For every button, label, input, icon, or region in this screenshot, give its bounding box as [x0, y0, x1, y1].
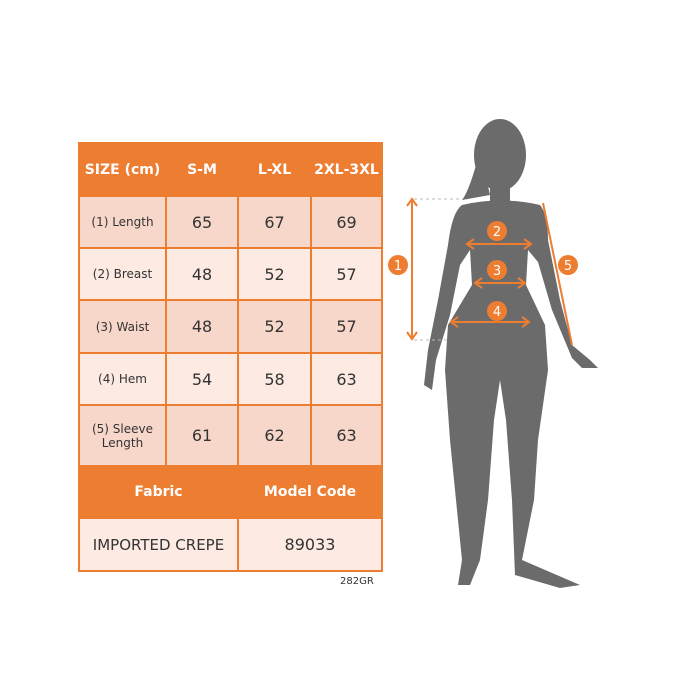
cell: 48: [165, 299, 239, 354]
cell: 57: [310, 247, 383, 301]
cell: 63: [310, 352, 383, 406]
measurement-markers: [388, 221, 578, 321]
marker-3: 3: [493, 264, 501, 279]
product-code: 282GR: [340, 576, 374, 587]
size-2xl-3xl: 2XL-3XL: [310, 142, 383, 197]
cell: 65: [165, 195, 239, 249]
size-l-xl: L-XL: [237, 142, 312, 197]
table-row: (4) Hem 54 58 63: [78, 352, 383, 406]
model-code-value: 89033: [237, 517, 383, 572]
fabric-header-row: Fabric Model Code: [78, 465, 383, 519]
cell: 61: [165, 404, 239, 467]
size-s-m: S-M: [165, 142, 239, 197]
marker-5: 5: [564, 259, 572, 274]
table-row: (1) Length 65 67 69: [78, 195, 383, 249]
cell: 52: [237, 247, 312, 301]
header-row: SIZE (cm) S-M L-XL 2XL-3XL: [78, 142, 383, 197]
marker-1: 1: [394, 259, 402, 274]
row-label: (4) Hem: [78, 352, 167, 406]
table-row: (2) Breast 48 52 57: [78, 247, 383, 301]
model-code-label: Model Code: [237, 465, 383, 519]
size-chart-table: SIZE (cm) S-M L-XL 2XL-3XL (1) Length 65 6…: [78, 142, 383, 572]
cell: 58: [237, 352, 312, 406]
cell: 67: [237, 195, 312, 249]
cell: 63: [310, 404, 383, 467]
table-row: (3) Waist 48 52 57: [78, 299, 383, 354]
row-label: (5) Sleeve Length: [78, 404, 167, 467]
cell: 69: [310, 195, 383, 249]
row-label: (1) Length: [78, 195, 167, 249]
size-header: SIZE (cm): [78, 142, 167, 197]
marker-4: 4: [493, 305, 501, 320]
row-label: (2) Breast: [78, 247, 167, 301]
cell: 57: [310, 299, 383, 354]
cell: 54: [165, 352, 239, 406]
table-row: (5) Sleeve Length 61 62 63: [78, 404, 383, 467]
silhouette: [424, 119, 598, 588]
row-label: (3) Waist: [78, 299, 167, 354]
cell: 52: [237, 299, 312, 354]
marker-2: 2: [493, 225, 501, 240]
fabric-value: IMPORTED CREPE: [78, 517, 239, 572]
fabric-label: Fabric: [78, 465, 239, 519]
fabric-row: IMPORTED CREPE 89033: [78, 517, 383, 572]
cell: 62: [237, 404, 312, 467]
cell: 48: [165, 247, 239, 301]
